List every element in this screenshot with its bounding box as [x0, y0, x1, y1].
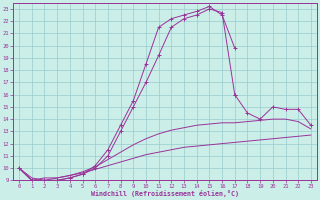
X-axis label: Windchill (Refroidissement éolien,°C): Windchill (Refroidissement éolien,°C) — [91, 190, 239, 197]
